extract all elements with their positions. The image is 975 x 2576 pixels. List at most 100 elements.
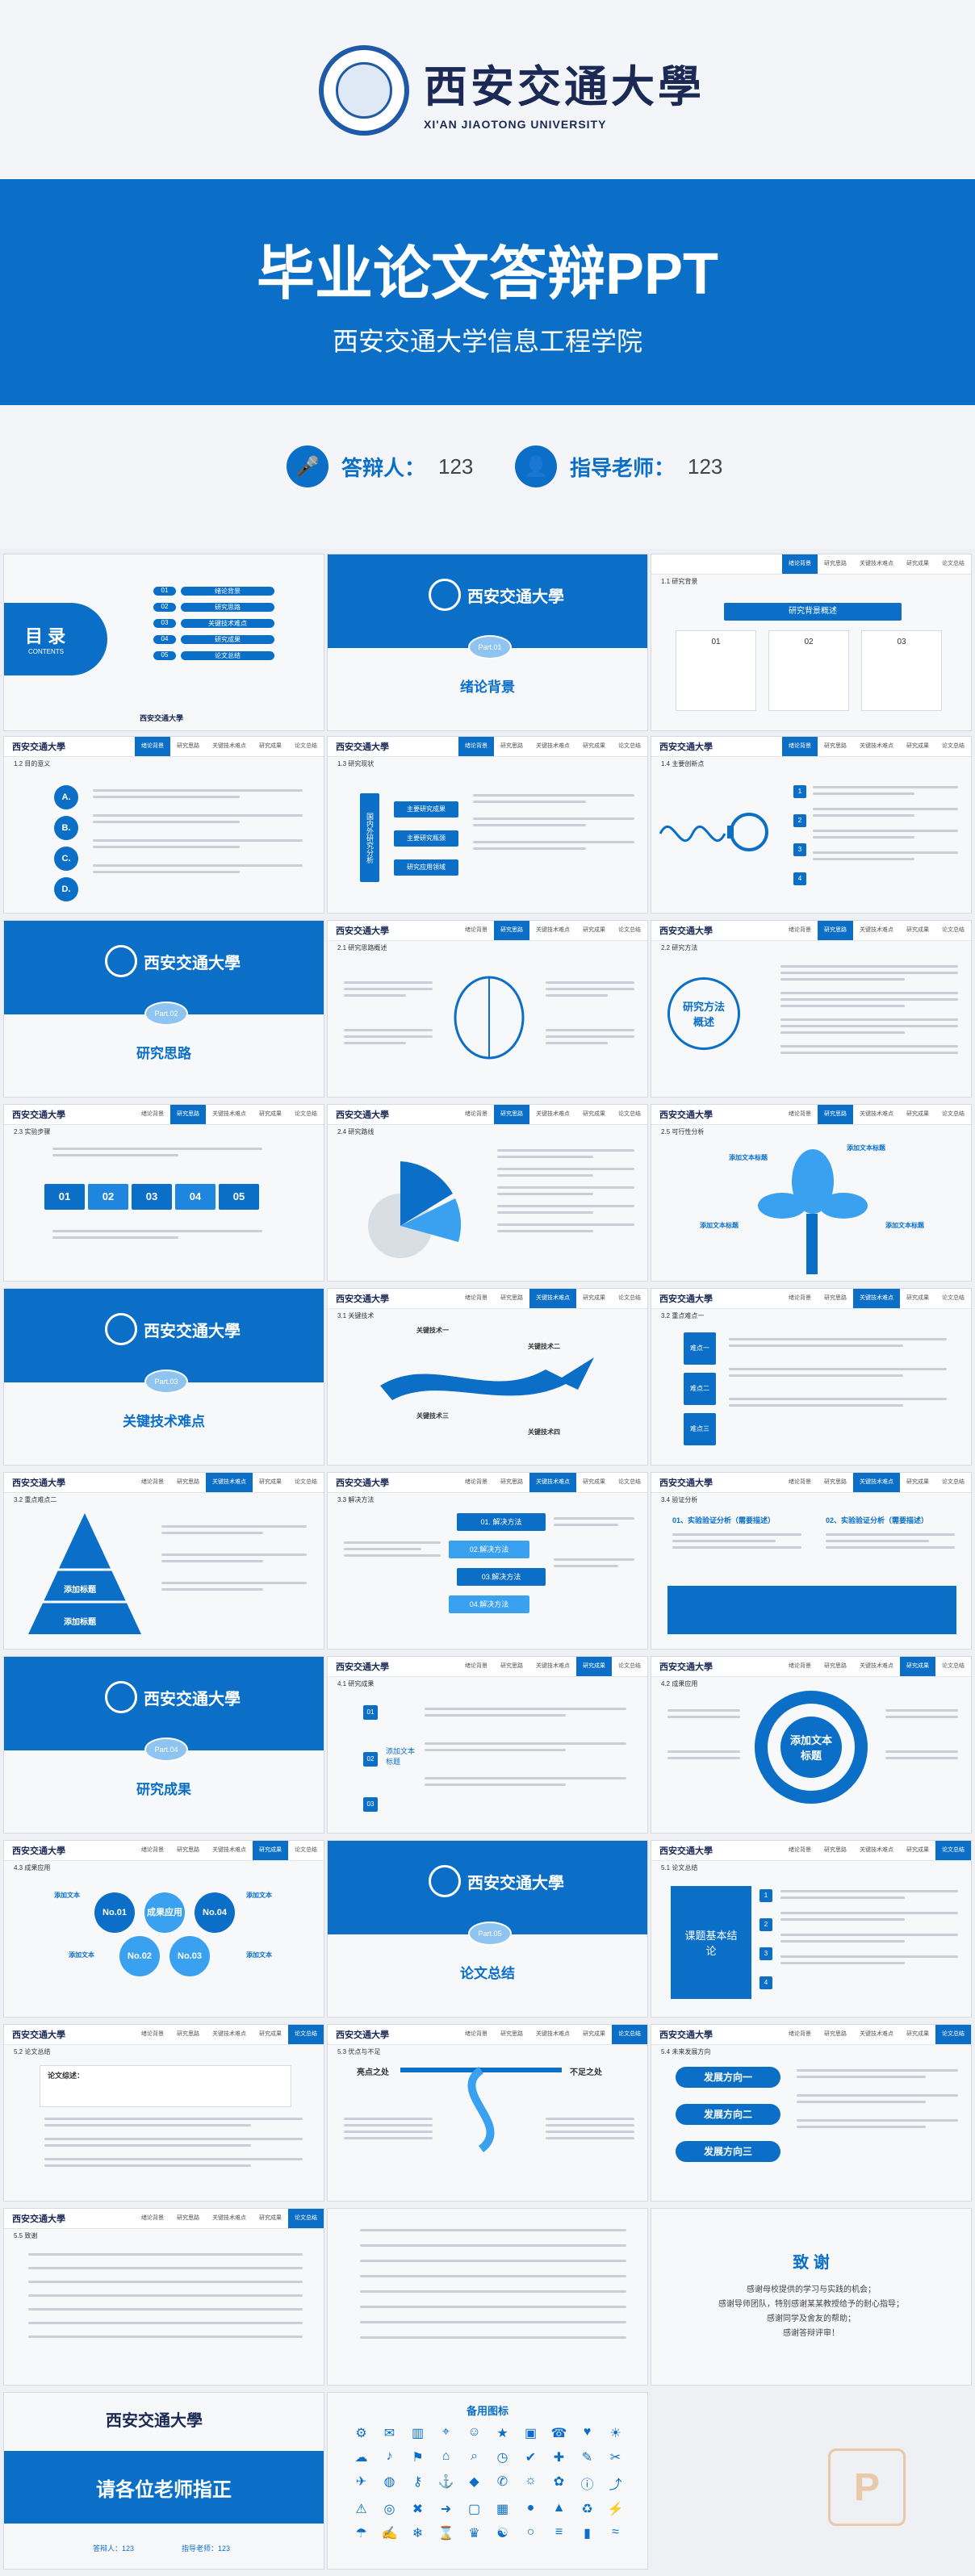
item: 关键技术二 — [528, 1343, 560, 1350]
mid-title: 添加文本标题 — [386, 1747, 416, 1766]
row-label: 主要研究成果 — [394, 801, 458, 818]
mail-icon: ✉ — [383, 2427, 395, 2440]
slide-3-1[interactable]: 西安交通大學 绪论背景 研究思路 关键技术难点 研究成果 论文总结 3.1 关键技术 关键… — [327, 1288, 648, 1466]
bars-icon: ≡ — [554, 2525, 563, 2539]
slide-3-2[interactable]: 西安交通大學 绪论背景 研究思路 关键技术难点 研究成果 论文总结 3.2 重点难点一 难… — [651, 1288, 972, 1466]
num: 01 — [363, 1705, 378, 1720]
signal-icon: ▮ — [584, 2527, 591, 2540]
section-title: 4.2 成果应用 — [661, 1680, 698, 1687]
slide-1-2[interactable]: 西安交通大學 绪论背景 研究思路 关键技术难点 研究成果 论文总结 1.2 目的意义 A.… — [3, 736, 324, 914]
summary-band — [667, 1586, 956, 1634]
part-label: Part.03 — [144, 1370, 188, 1394]
thanks-title: 致 谢 — [793, 2254, 830, 2272]
tag: 添加文本标题 — [700, 1222, 739, 1229]
section-title: 5.1 论文总结 — [661, 1864, 698, 1871]
slide-2-2[interactable]: 西安交通大學 绪论背景 研究思路 关键技术难点 研究成果 论文总结 2.2 研究方法 研究… — [651, 920, 972, 1098]
part-label: Part.05 — [468, 1922, 512, 1946]
share-icon: ⤴ — [609, 2478, 622, 2492]
part-label: Part.04 — [144, 1738, 188, 1762]
arrow: 04.解决方法 — [449, 1595, 529, 1613]
search-icon: ⌕ — [471, 2449, 478, 2463]
slide-4-3[interactable]: 西安交通大學 绪论背景 研究思路 关键技术难点 研究成果 论文总结 4.3 成果应用 No… — [3, 1840, 324, 2018]
trophy-icon: ♛ — [468, 2527, 480, 2540]
chart-icon: ▥ — [411, 2427, 425, 2440]
ending-slide[interactable]: 西安交通大學 请各位老师指正 答辩人：123 指导老师：123 — [3, 2392, 324, 2570]
section-title: 3.2 重点难点二 — [14, 1496, 57, 1503]
university-name-cn: 西安交通大學 — [424, 60, 705, 112]
slide-2-3[interactable]: 西安交通大學 绪论背景 研究思路 关键技术难点 研究成果 论文总结 2.3 实验步骤 01… — [3, 1104, 324, 1282]
slide-5-3[interactable]: 西安交通大學 绪论背景 研究思路 关键技术难点 研究成果 论文总结 5.3 优点与不足 亮… — [327, 2024, 648, 2202]
heading: 01、实验验证分析（需要描述） — [672, 1516, 776, 1524]
slide-2-5[interactable]: 西安交通大學 绪论背景 研究思路 关键技术难点 研究成果 论文总结 2.5 可行性分析 添… — [651, 1104, 972, 1282]
toc-item: 研究思路 — [181, 603, 274, 612]
thanks-lines: 感谢母校提供的学习与实践的机会； 感谢导师团队，特别感谢某某教授给予的耐心指导；… — [718, 2285, 904, 2338]
part1-slide[interactable]: 西安交通大學 Part.01 绪论背景 — [327, 554, 648, 731]
hex: No.04 — [195, 1892, 235, 1933]
snow-icon: ❄ — [412, 2527, 424, 2540]
toc-num: 03 — [153, 619, 176, 628]
advisor-value: 123 — [688, 454, 723, 479]
pros-label: 亮点之处 — [357, 2068, 389, 2077]
slide-1-1[interactable]: 绪论背景 研究思路 关键技术难点 研究成果 论文总结 1.1 研究背景 研究背景概述 0… — [651, 554, 972, 731]
airplane-icon: ✈ — [355, 2475, 367, 2489]
slide-5-4[interactable]: 西安交通大學 绪论背景 研究思路 关键技术难点 研究成果 论文总结 5.4 未来发展方向 … — [651, 2024, 972, 2202]
arrow: 02.解决方法 — [449, 1541, 529, 1558]
teacher-icon: 👤 — [515, 445, 557, 487]
clock-icon: ◷ — [496, 2451, 508, 2465]
umbrella-icon: ☂ — [355, 2527, 367, 2540]
slide-5-2[interactable]: 西安交通大學 绪论背景 研究思路 关键技术难点 研究成果 论文总结 5.2 论文总结 论文… — [3, 2024, 324, 2202]
section-title: 3.3 解决方法 — [337, 1496, 375, 1503]
globe-icon: ◍ — [383, 2475, 395, 2489]
slide-4-2[interactable]: 西安交通大學 绪论背景 研究思路 关键技术难点 研究成果 论文总结 4.2 成果应用 添加… — [651, 1656, 972, 1834]
slide-list[interactable] — [327, 2208, 648, 2386]
slide-1-4[interactable]: 西安交通大學 绪论背景 研究思路 关键技术难点 研究成果 论文总结 1.4 主要创新点 1… — [651, 736, 972, 914]
mini-logo: 西安交通大學 — [140, 715, 184, 723]
slide-2-1[interactable]: 西安交通大學 绪论背景 研究思路 关键技术难点 研究成果 论文总结 2.1 研究思路概述 — [327, 920, 648, 1098]
part4-slide[interactable]: 西安交通大學 Part.04 研究成果 — [3, 1656, 324, 1834]
slide-3-4[interactable]: 西安交通大學 绪论背景 研究思路 关键技术难点 研究成果 论文总结 3.3 解决方法 01… — [327, 1472, 648, 1650]
toc-item: 关键技术难点 — [181, 619, 274, 628]
part-label: Part.01 — [468, 635, 512, 659]
section-title: 3.4 验证分析 — [661, 1496, 698, 1503]
slide-3-5[interactable]: 西安交通大學 绪论背景 研究思路 关键技术难点 研究成果 论文总结 3.4 验证分析 01… — [651, 1472, 972, 1650]
arrow-icon: ➜ — [440, 2503, 452, 2516]
part5-slide[interactable]: 西安交通大學 Part.05 论文总结 — [327, 1840, 648, 2018]
bolt-icon: ⚡ — [607, 2503, 624, 2516]
wave-arrow-icon — [380, 1357, 594, 1400]
summary-title: 论文综述： — [48, 2072, 85, 2080]
warning-icon: ⚠ — [355, 2503, 367, 2516]
toc-num: 04 — [153, 635, 176, 644]
part2-slide[interactable]: 西安交通大學 Part.02 研究思路 — [3, 920, 324, 1098]
university-name-en: XI'AN JIAOTONG UNIVERSITY — [424, 117, 607, 131]
pyramid-icon — [28, 1513, 141, 1634]
slide-3-3[interactable]: 西安交通大學 绪论背景 研究思路 关键技术难点 研究成果 论文总结 3.2 重点难点二 添… — [3, 1472, 324, 1650]
side-label: 国内外研究分析 — [360, 793, 379, 882]
part3-slide[interactable]: 西安交通大學 Part.03 关键技术难点 — [3, 1288, 324, 1466]
tag: 添加文本标题 — [885, 1222, 924, 1229]
thanks-slide[interactable]: 致 谢 感谢母校提供的学习与实践的机会； 感谢导师团队，特别感谢某某教授给予的耐… — [651, 2208, 972, 2386]
method-circle: 研究方法概述 — [667, 977, 740, 1050]
section-title: 1.2 目的意义 — [14, 760, 51, 767]
slide-4-1[interactable]: 西安交通大學 绪论背景 研究思路 关键技术难点 研究成果 论文总结 4.1 研究成果 01… — [327, 1656, 648, 1834]
ring-center: 添加文本标题 — [780, 1717, 842, 1778]
slide-2-4[interactable]: 西安交通大學 绪论背景 研究思路 关键技术难点 研究成果 论文总结 2.4 研究路线 — [327, 1104, 648, 1282]
slide-5-5[interactable]: 西安交通大學 绪论背景 研究思路 关键技术难点 研究成果 论文总结 5.5 致谢 — [3, 2208, 324, 2386]
scissors-icon: ✂ — [609, 2451, 621, 2465]
step-arrows: 01 02 03 04 05 — [44, 1184, 259, 1210]
watermark-logo: P — [828, 2448, 906, 2526]
toc-subtitle: CONTENTS — [28, 648, 64, 655]
hourglass-icon: ⌛ — [437, 2527, 454, 2540]
slide-5-1[interactable]: 西安交通大學 绪论背景 研究思路 关键技术难点 研究成果 论文总结 5.1 论文总结 课题… — [651, 1840, 972, 2018]
hex: 成果应用 — [144, 1892, 185, 1933]
section-title: 3.2 重点难点一 — [661, 1312, 705, 1319]
brain-icon — [454, 976, 525, 1060]
toc-slide[interactable]: 目 录 CONTENTS 01 绪论背景 02 研究思路 03 关键技术难点 04 研究… — [3, 554, 324, 731]
diamond-icon: ◆ — [469, 2475, 479, 2489]
part-logo: 西安交通大學 — [105, 1681, 241, 1713]
sun-icon: ☼ — [525, 2474, 537, 2487]
icons-slide[interactable]: 备用图标 ⚙ ✉ ▥ ⌖ ☺ ★ ▣ ☎ ♥ ☀ ☁ ♪ ⚑ ⌂ ⌕ ◷ ✔ ✚ ✎ ✂ ✈ ◍ ⚷ ⚓ ◆ ✆ ☼ ✿ ⓘ ⤴ ⚠ ◎… — [327, 2392, 648, 2570]
slide-1-3[interactable]: 西安交通大學 绪论背景 研究思路 关键技术难点 研究成果 论文总结 1.3 研究现状 国内… — [327, 736, 648, 914]
num: 1 — [759, 1889, 772, 1902]
empty-slot: P — [651, 2392, 972, 2570]
row-label: 主要研究瓶颈 — [394, 830, 458, 847]
